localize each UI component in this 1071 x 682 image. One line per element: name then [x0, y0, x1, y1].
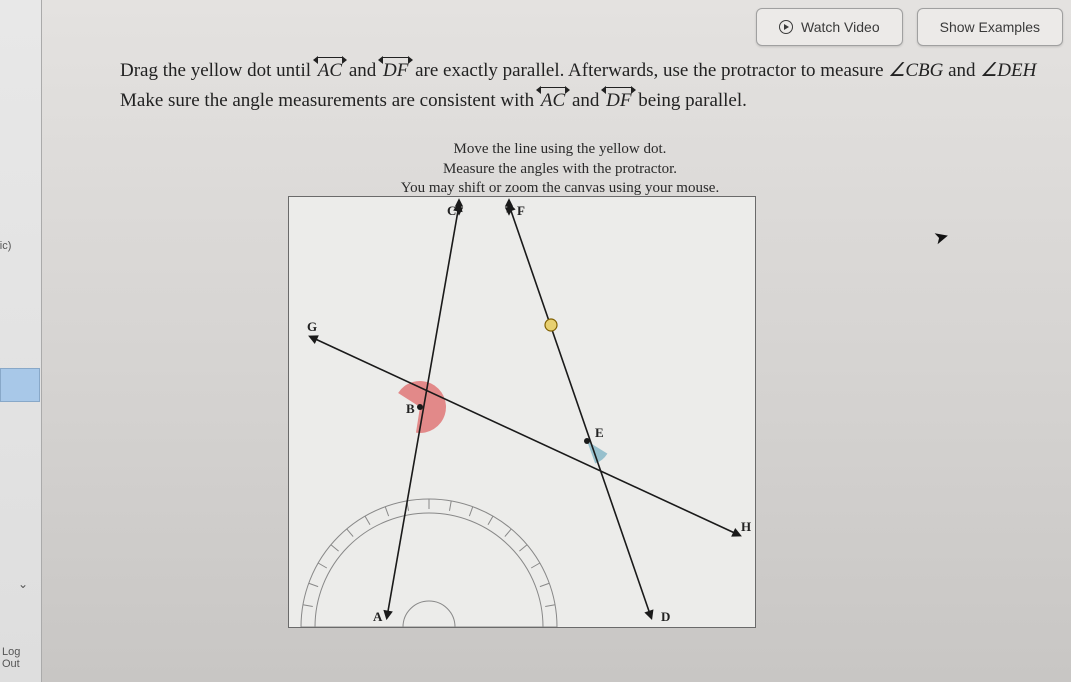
sidebar-active-pill[interactable]: [0, 368, 40, 402]
yellow-dot[interactable]: [545, 319, 557, 331]
svg-text:H: H: [741, 519, 751, 534]
line-ac: AC: [316, 56, 344, 86]
svg-text:A: A: [373, 609, 383, 624]
svg-text:B: B: [406, 401, 415, 416]
instr-2: Measure the angles with the protractor.: [300, 160, 820, 180]
t3: and: [948, 60, 980, 81]
chevron-down-icon[interactable]: ⌄: [18, 577, 28, 592]
t5: and: [572, 90, 604, 111]
line-ac-2: AC: [539, 86, 567, 116]
line-df-2: DF: [604, 86, 633, 116]
logout-link[interactable]: Log Out: [2, 646, 41, 670]
t2: are exactly parallel. Afterwards, use th…: [415, 60, 888, 81]
geometry-canvas[interactable]: A C D F G H B E: [288, 196, 756, 628]
watch-video-label: Watch Video: [801, 19, 880, 35]
problem-prefix: Drag the yellow dot until: [120, 60, 316, 81]
angle-cbg: ∠CBG: [888, 60, 943, 81]
t1: and: [349, 60, 381, 81]
t6: being parallel.: [638, 90, 747, 111]
show-examples-button[interactable]: Show Examples: [917, 8, 1063, 46]
line-df: DF: [381, 56, 410, 86]
top-buttons: Watch Video Show Examples: [756, 8, 1063, 46]
svg-text:F: F: [517, 203, 525, 218]
instr-1: Move the line using the yellow dot.: [300, 140, 820, 160]
sidebar: raic) ⌄ Log Out: [0, 0, 42, 682]
sidebar-label: raic): [0, 240, 11, 252]
cursor-icon: ➤: [931, 225, 951, 249]
problem-text: Drag the yellow dot until AC and DF are …: [120, 56, 1063, 117]
watch-video-button[interactable]: Watch Video: [756, 8, 903, 46]
svg-text:G: G: [307, 319, 317, 334]
angle-deh: ∠DEH: [980, 60, 1036, 81]
t4: Make sure the angle measurements are con…: [120, 90, 539, 111]
svg-text:C: C: [447, 203, 456, 218]
show-examples-label: Show Examples: [940, 19, 1040, 35]
geometry-svg[interactable]: A C D F G H B E: [289, 197, 756, 628]
canvas-instructions: Move the line using the yellow dot. Meas…: [300, 140, 820, 199]
play-icon: [779, 20, 793, 34]
svg-text:D: D: [661, 609, 670, 624]
svg-text:E: E: [595, 425, 604, 440]
